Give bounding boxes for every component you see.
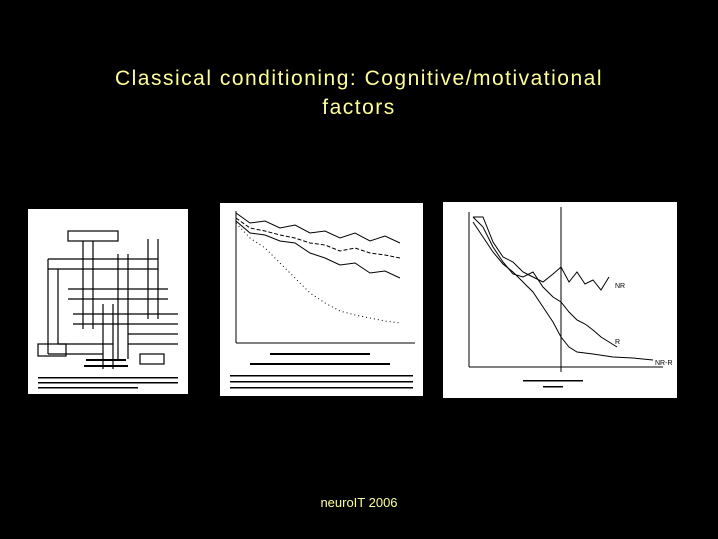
nr-curve-label: NR <box>615 283 625 290</box>
maze-diagram-image <box>37 230 178 389</box>
footer-text: neuroIT 2006 <box>320 495 398 510</box>
error-curves-image <box>230 211 415 389</box>
maze-diagram-figure <box>28 209 188 394</box>
latent-learning-curves-figure: NR R NR-R <box>443 202 677 398</box>
slide-title-line2: factors <box>322 96 396 119</box>
r-curve-label: R <box>615 339 620 346</box>
nr-r-curve-label: NR-R <box>655 360 673 367</box>
error-curves-figure <box>220 203 423 396</box>
latent-learning-curves-image: NR R NR-R <box>468 207 673 388</box>
slide-title: Classical conditioning: Cognitive/motiva… <box>40 64 678 122</box>
slide-title-line1: Classical conditioning: Cognitive/motiva… <box>114 67 604 90</box>
